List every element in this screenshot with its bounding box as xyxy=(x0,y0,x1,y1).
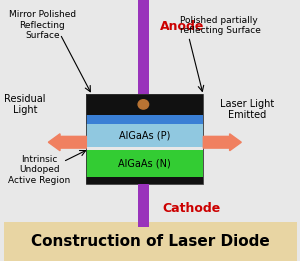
Bar xyxy=(86,94,203,115)
Bar xyxy=(86,147,203,150)
Text: Laser Light
Emitted: Laser Light Emitted xyxy=(220,99,274,120)
Text: Anode: Anode xyxy=(159,20,204,33)
Text: Residual
Light: Residual Light xyxy=(4,94,46,115)
Text: Intrinsic
Undoped
Active Region: Intrinsic Undoped Active Region xyxy=(8,155,71,185)
Bar xyxy=(137,0,149,94)
FancyArrow shape xyxy=(48,134,86,151)
Bar xyxy=(86,114,203,124)
Text: Cathode: Cathode xyxy=(162,202,220,215)
Bar xyxy=(86,124,203,147)
Circle shape xyxy=(138,100,148,109)
Text: Polished partially
reflecting Surface: Polished partially reflecting Surface xyxy=(180,16,261,35)
FancyArrow shape xyxy=(203,134,241,151)
Text: AlGaAs (P): AlGaAs (P) xyxy=(119,130,170,140)
Text: Mirror Polished
Reflecting
Surface: Mirror Polished Reflecting Surface xyxy=(9,10,76,40)
Bar xyxy=(86,94,203,184)
Text: Construction of Laser Diode: Construction of Laser Diode xyxy=(31,234,270,249)
Bar xyxy=(137,184,149,227)
Text: AlGaAs (N): AlGaAs (N) xyxy=(118,159,171,169)
Bar xyxy=(4,222,297,261)
Bar xyxy=(86,150,203,177)
Bar xyxy=(86,177,203,184)
